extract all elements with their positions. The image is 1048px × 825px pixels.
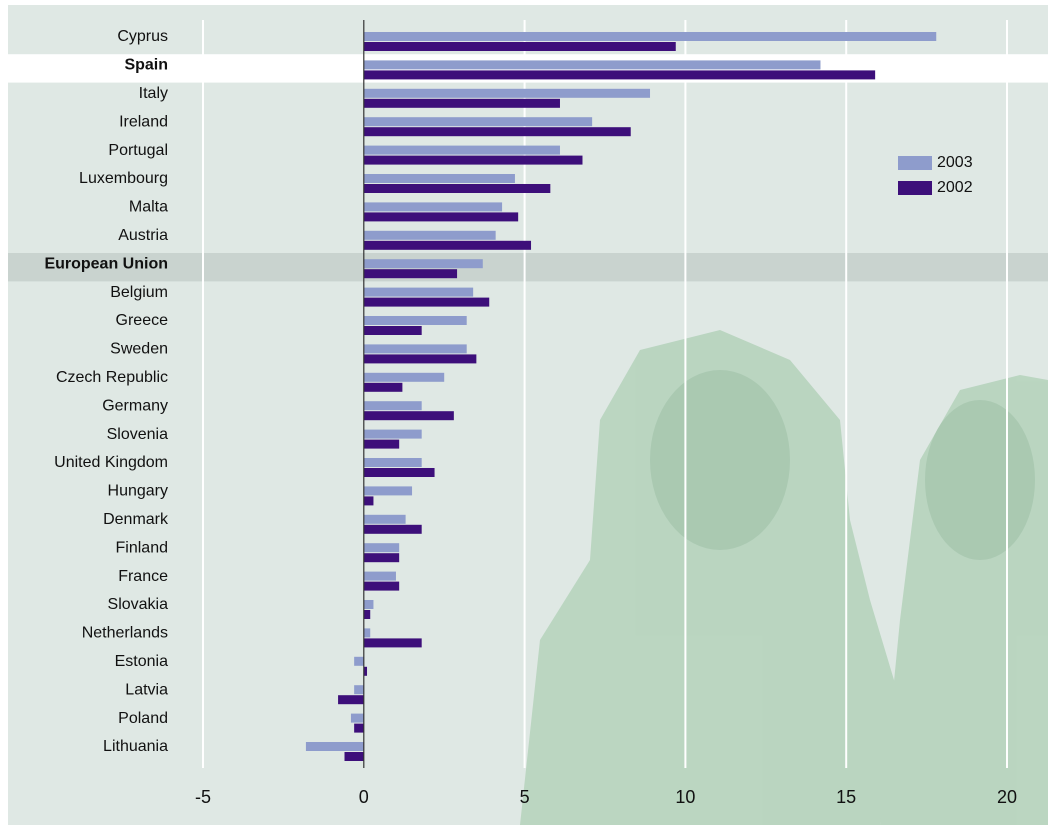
y-tick-label: Czech Republic: [56, 369, 168, 386]
bar: [363, 411, 454, 421]
bar: [363, 32, 937, 41]
y-tick-label: Portugal: [108, 142, 168, 159]
y-tick-label: Greece: [116, 312, 169, 329]
bar: [363, 429, 422, 439]
bar: [363, 553, 400, 563]
bar: [363, 496, 374, 506]
y-tick-label: Italy: [139, 85, 168, 102]
y-tick-label: Luxembourg: [79, 170, 168, 187]
bar: [363, 60, 821, 70]
bar: [344, 752, 364, 761]
x-tick-label: -5: [195, 787, 211, 807]
y-tick-label: Malta: [129, 199, 168, 216]
bar: [363, 212, 519, 222]
bar: [354, 656, 364, 666]
bar: [363, 297, 490, 307]
bar: [363, 486, 413, 496]
bar: [350, 713, 364, 723]
bar: [363, 439, 400, 449]
bar: [363, 70, 876, 80]
y-tick-label: Finland: [116, 539, 168, 556]
bar: [363, 287, 474, 297]
y-tick-label: Germany: [102, 397, 168, 414]
y-tick-label: Sweden: [110, 341, 168, 358]
bar: [363, 354, 477, 364]
bar: [363, 117, 593, 127]
bar: [363, 514, 406, 524]
bar: [363, 372, 445, 382]
bar: [363, 401, 422, 411]
y-tick-label: United Kingdom: [54, 454, 168, 471]
bar: [363, 127, 631, 137]
bar: [363, 610, 371, 619]
y-tick-label: Spain: [124, 57, 168, 74]
highlight-band: [8, 253, 1048, 282]
x-tick-label: 15: [836, 787, 856, 807]
y-tick-label: Lithuania: [103, 738, 168, 755]
y-tick-label: Latvia: [125, 681, 168, 698]
bar: [363, 240, 532, 250]
bar: [354, 723, 364, 733]
bar: [363, 382, 403, 392]
y-tick-label: France: [118, 568, 168, 585]
bar: [363, 230, 496, 240]
bar: [363, 174, 515, 183]
bar: [363, 628, 371, 638]
legend-swatch: [898, 181, 932, 195]
bar: [363, 88, 651, 98]
y-tick-label: Netherlands: [82, 625, 168, 642]
x-tick-label: 10: [675, 787, 695, 807]
bar: [363, 326, 422, 335]
bar: [363, 344, 467, 354]
y-tick-label: Estonia: [115, 653, 168, 670]
bar: [363, 42, 676, 51]
bar: [338, 695, 364, 705]
bar: [363, 269, 458, 279]
y-tick-label: European Union: [44, 255, 168, 272]
bar: [363, 524, 422, 534]
bar: [363, 458, 422, 467]
x-tick-label: 5: [520, 787, 530, 807]
x-tick-label: 20: [997, 787, 1017, 807]
y-tick-label: Ireland: [119, 113, 168, 130]
y-tick-label: Austria: [118, 227, 168, 244]
legend-label: 2003: [937, 154, 973, 171]
legend-label: 2002: [937, 179, 973, 196]
bar: [363, 316, 467, 325]
bar: [354, 685, 364, 695]
bar: [305, 742, 364, 751]
bar: [363, 98, 560, 108]
bar: [363, 571, 396, 581]
y-tick-label: Poland: [118, 710, 168, 727]
y-tick-label: Slovakia: [108, 596, 169, 613]
x-tick-label: 0: [359, 787, 369, 807]
bar: [363, 155, 583, 165]
bar: [363, 581, 400, 591]
legend-swatch: [898, 156, 932, 170]
y-tick-label: Denmark: [103, 511, 169, 528]
y-tick-label: Belgium: [110, 284, 168, 301]
y-tick-label: Hungary: [108, 483, 168, 500]
bar: [363, 638, 422, 648]
bar: [363, 600, 374, 609]
bar: [363, 468, 435, 477]
bar: [363, 145, 560, 155]
bar: [363, 543, 400, 553]
y-tick-label: Cyprus: [117, 28, 168, 45]
bar: [363, 666, 368, 676]
bar: [363, 202, 503, 212]
bar: [363, 259, 483, 269]
bar: [363, 184, 551, 193]
y-tick-label: Slovenia: [107, 426, 168, 443]
